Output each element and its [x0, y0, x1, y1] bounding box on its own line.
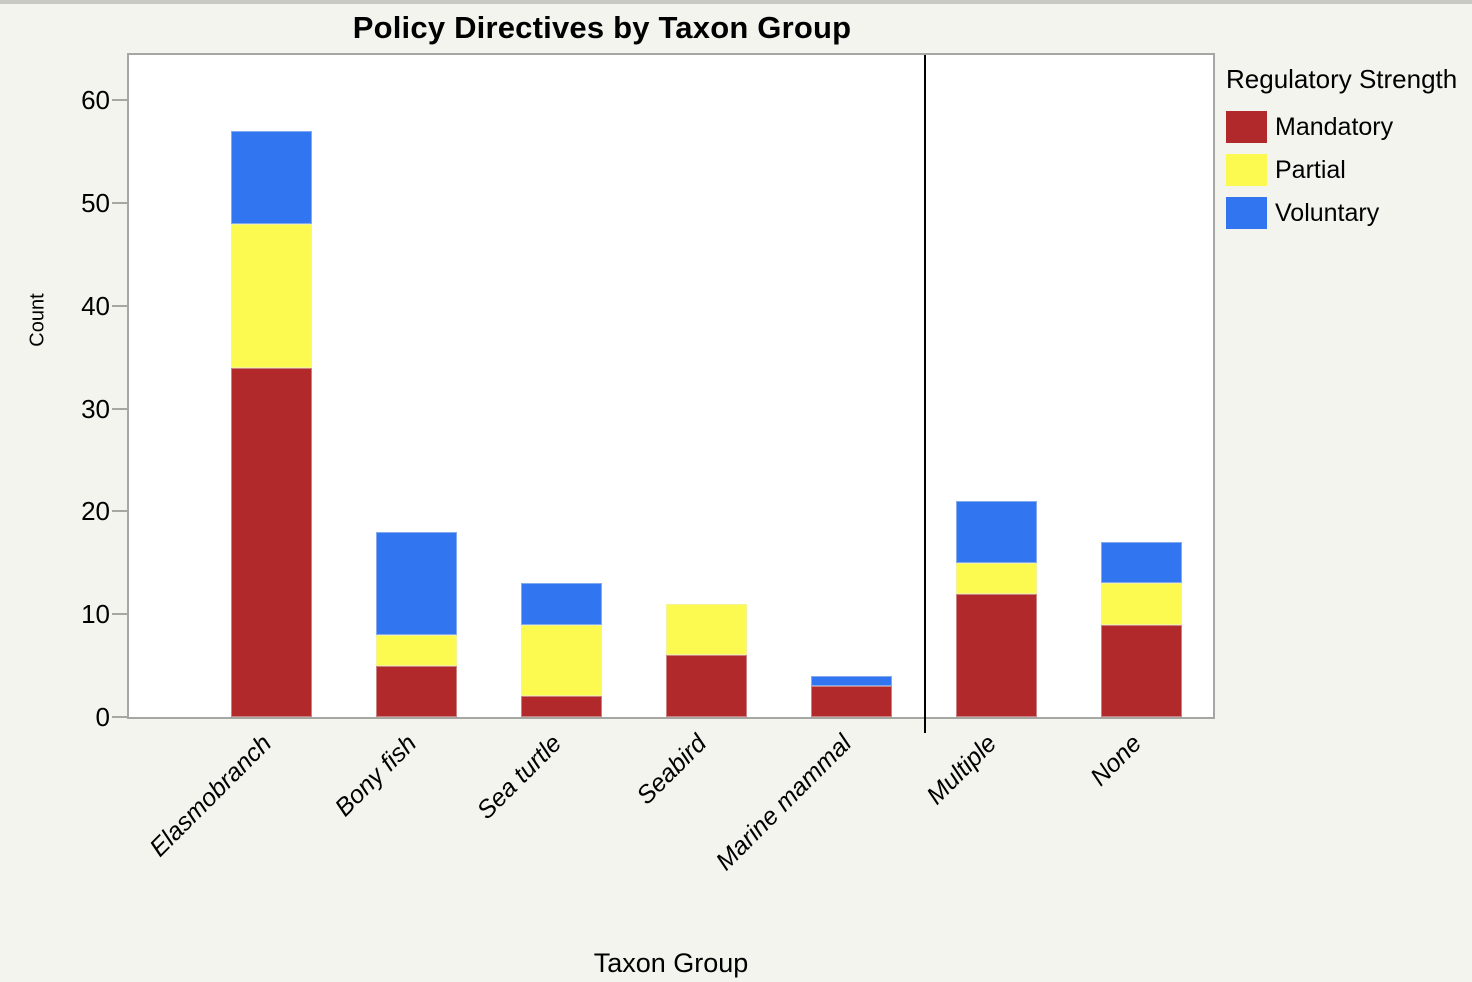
y-tick-label: 10 [81, 599, 110, 630]
plot-area [127, 53, 1215, 719]
group-separator-line [924, 55, 926, 733]
bar-segment-marine-mammal-mandatory[interactable] [811, 686, 892, 717]
legend-swatch-mandatory[interactable] [1226, 111, 1267, 143]
x-axis-title: Taxon Group [593, 948, 749, 978]
y-tick-mark [112, 407, 127, 410]
legend: Regulatory Strength Mandatory Partial Volu… [1226, 64, 1457, 240]
bar-segment-multiple-voluntary[interactable] [956, 501, 1037, 563]
legend-swatch-partial[interactable] [1226, 154, 1267, 186]
window-top-edge [0, 0, 1472, 4]
bar-segment-bony-fish-partial[interactable] [376, 634, 457, 666]
y-tick-label: 40 [81, 290, 110, 321]
legend-label: Mandatory [1275, 112, 1394, 141]
bar-segment-elasmobranch-mandatory[interactable] [231, 367, 312, 717]
chart-title: Policy Directives by Taxon Group [352, 10, 852, 45]
bar-segment-elasmobranch-partial[interactable] [231, 223, 312, 368]
y-axis-title: Count [26, 293, 49, 347]
bar-segment-elasmobranch-voluntary[interactable] [231, 131, 312, 224]
bar-segment-sea-turtle-partial[interactable] [521, 624, 602, 697]
legend-label: Partial [1275, 155, 1346, 184]
y-tick-mark [112, 99, 127, 102]
legend-label: Voluntary [1275, 198, 1380, 227]
bar-segment-multiple-mandatory[interactable] [956, 593, 1037, 717]
bar-segment-none-mandatory[interactable] [1101, 624, 1182, 717]
y-tick-label: 60 [81, 85, 110, 116]
bar-segment-sea-turtle-mandatory[interactable] [521, 696, 602, 717]
y-tick-mark [112, 716, 127, 718]
legend-swatch-voluntary[interactable] [1226, 197, 1267, 229]
y-tick-mark [112, 510, 127, 513]
y-tick-label: 0 [95, 702, 110, 732]
bar-segment-none-voluntary[interactable] [1101, 542, 1182, 584]
bar-segment-bony-fish-voluntary[interactable] [376, 531, 457, 635]
legend-item-partial[interactable]: Partial [1226, 154, 1457, 186]
y-tick-mark [112, 202, 127, 205]
bar-segment-bony-fish-mandatory[interactable] [376, 665, 457, 717]
y-tick-label: 50 [81, 188, 110, 219]
bar-segment-multiple-partial[interactable] [956, 562, 1037, 594]
bar-segment-seabird-mandatory[interactable] [666, 655, 747, 717]
legend-items: Mandatory Partial Voluntary [1226, 111, 1457, 229]
y-tick-mark [112, 613, 127, 616]
legend-item-mandatory[interactable]: Mandatory [1226, 111, 1457, 143]
bar-segment-seabird-partial[interactable] [666, 603, 747, 656]
legend-item-voluntary[interactable]: Voluntary [1226, 197, 1457, 229]
bar-segment-none-partial[interactable] [1101, 583, 1182, 625]
y-tick-label: 30 [81, 393, 110, 424]
bars-layer [129, 55, 1213, 717]
legend-title: Regulatory Strength [1226, 64, 1458, 94]
y-tick-mark [112, 304, 127, 307]
y-tick-label: 20 [81, 496, 110, 527]
bar-segment-marine-mammal-voluntary[interactable] [811, 675, 892, 687]
bar-segment-sea-turtle-voluntary[interactable] [521, 583, 602, 625]
